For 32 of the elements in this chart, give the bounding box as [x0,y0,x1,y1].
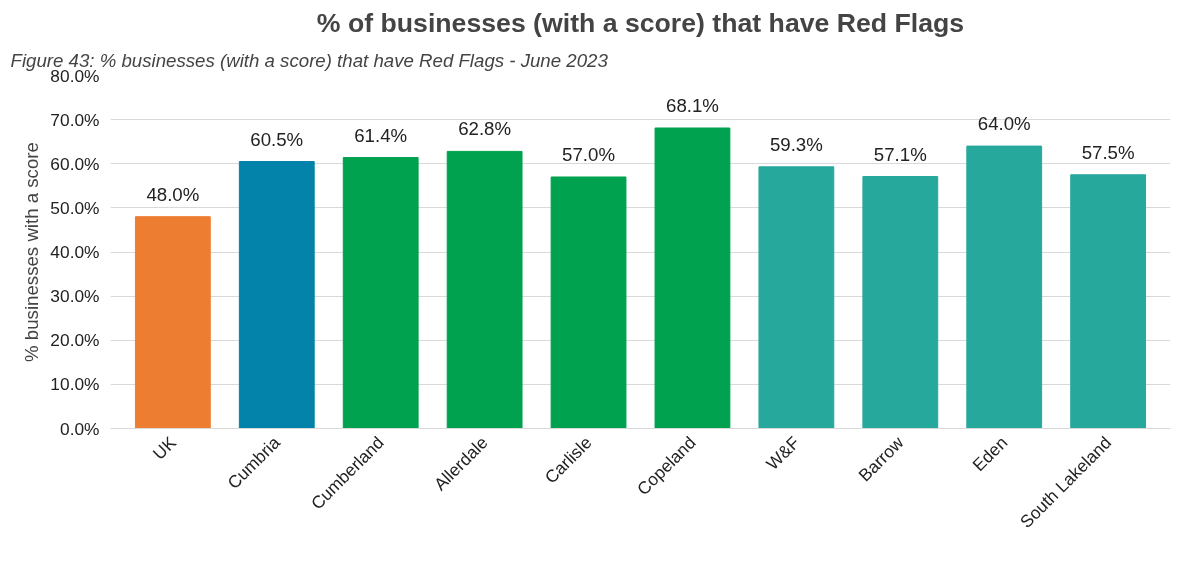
data-label: 57.0% [562,143,615,165]
data-label: 62.8% [458,118,512,140]
y-tick-label: 60.0% [50,153,100,174]
bar [758,166,835,429]
data-label: 61.4% [354,124,408,146]
bar [654,127,731,429]
data-label: 57.1% [873,143,927,165]
y-tick-label: 50.0% [50,197,100,218]
data-label: 48.0% [146,183,200,205]
data-label: 68.1% [666,95,719,117]
data-label: 64.0% [977,113,1031,135]
y-tick-label: 20.0% [50,330,100,351]
caption: Figure 43: % businesses (with a score) that have Red Flags - June 2023 [10,49,609,71]
bar [342,157,419,429]
bar [550,176,627,429]
bar [238,161,315,429]
data-label: 57.5% [1081,141,1135,163]
bar [1070,174,1147,429]
y-axis-title: % businesses with a score [21,142,43,362]
bar [862,176,939,429]
bar [134,216,211,429]
bar [446,150,523,429]
bar [966,145,1043,429]
y-tick-label: 70.0% [50,109,100,130]
x-tick-label: UK [148,432,181,464]
data-label: 59.3% [769,133,823,155]
y-tick-label: 10.0% [50,374,100,395]
chart-title: % of businesses (with a score) that have Red Flags [316,7,965,38]
data-label: 60.5% [250,128,304,150]
y-tick-label: 0.0% [60,418,100,439]
y-tick-label: 30.0% [50,286,100,307]
y-tick-label: 40.0% [50,242,100,262]
